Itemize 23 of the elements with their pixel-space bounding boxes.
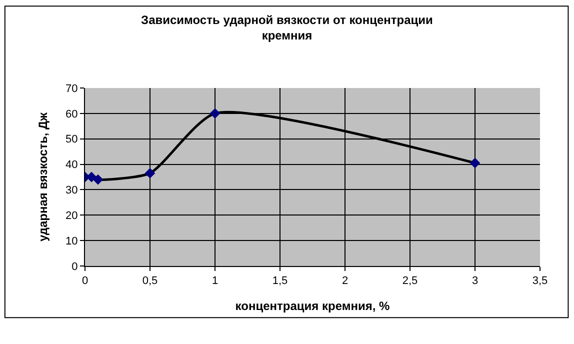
x-axis-title: концентрация кремния, %: [235, 299, 390, 314]
y-axis-title: ударная вязкость, Дж: [36, 112, 50, 242]
x-tick-label: 3,5: [532, 275, 548, 288]
y-tick-label: 20: [66, 210, 78, 222]
chart-title: Зависимость ударной вязкости от концентрации кремния: [141, 13, 433, 43]
y-tick-label: 50: [66, 134, 78, 146]
x-tick-label: 2: [342, 275, 348, 288]
x-tick-label: 0: [82, 275, 88, 288]
y-tick-label: 40: [66, 159, 78, 172]
y-tick-label: 70: [66, 82, 78, 95]
y-tick-label: 30: [66, 184, 78, 197]
y-tick-label: 0: [72, 260, 78, 273]
point: [144, 168, 156, 178]
point: [210, 108, 220, 119]
x-tick-label: 0,5: [142, 275, 158, 288]
point: [470, 158, 480, 168]
y-tick-label: 10: [66, 235, 78, 248]
x-tick-label: 1,5: [272, 275, 288, 288]
x-tick-label: 3: [472, 275, 478, 288]
point: [92, 174, 104, 185]
y-tick-label: 60: [66, 108, 78, 120]
x-tick-label: 1: [212, 275, 218, 288]
x-tick-label: 2,5: [402, 275, 418, 288]
